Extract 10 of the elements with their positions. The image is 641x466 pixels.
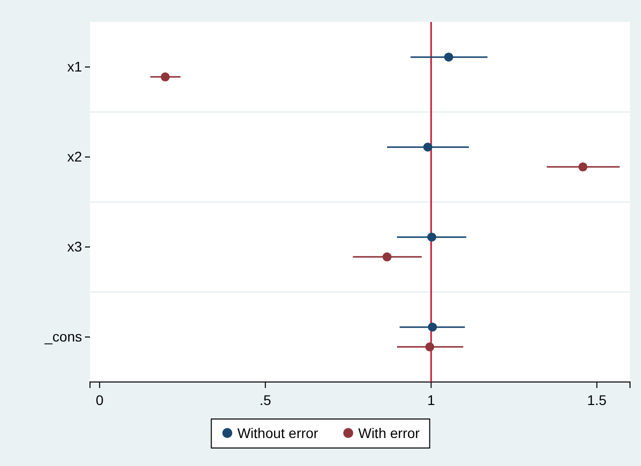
y-tick-label: _cons bbox=[44, 328, 82, 344]
x-tick-label: .5 bbox=[260, 392, 272, 408]
y-tick-label: x2 bbox=[67, 148, 82, 164]
x-tick-label: 1.5 bbox=[587, 392, 607, 408]
y-tick-label: x3 bbox=[67, 238, 82, 254]
x-tick-label: 1 bbox=[427, 392, 436, 408]
legend-label: Without error bbox=[237, 425, 319, 441]
legend-label: With error bbox=[358, 425, 420, 441]
x-tick-label: 0 bbox=[96, 392, 104, 408]
y-tick-label: x1 bbox=[67, 58, 82, 74]
